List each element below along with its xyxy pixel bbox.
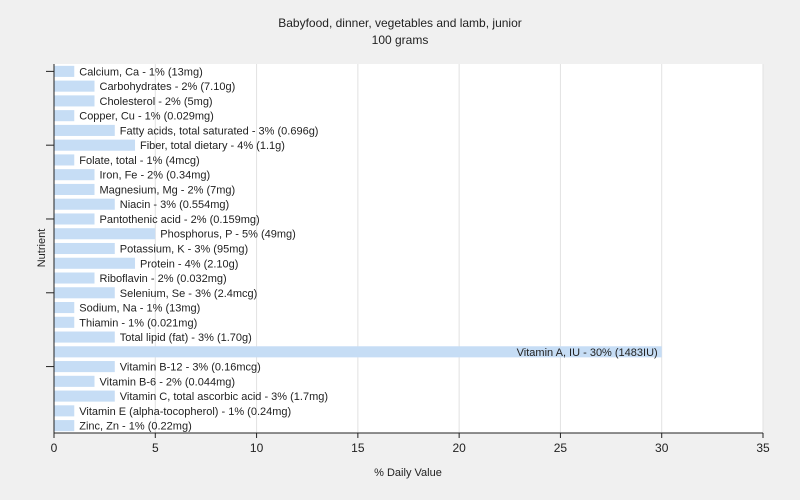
x-tick-label: 10 <box>250 441 264 455</box>
bar-label: Calcium, Ca - 1% (13mg) <box>79 66 202 78</box>
x-tick-label: 20 <box>452 441 466 455</box>
bar-label: Fiber, total dietary - 4% (1.1g) <box>140 140 285 152</box>
bar <box>54 287 115 299</box>
bar-label: Zinc, Zn - 1% (0.22mg) <box>79 421 191 433</box>
bar-label: Cholesterol - 2% (5mg) <box>100 96 213 108</box>
bar-label: Phosphorus, P - 5% (49mg) <box>160 229 296 241</box>
bar-label: Selenium, Se - 3% (2.4mcg) <box>120 288 258 300</box>
bar-label: Iron, Fe - 2% (0.34mg) <box>100 170 211 182</box>
x-axis-label: % Daily Value <box>374 467 442 479</box>
bar-label: Magnesium, Mg - 2% (7mg) <box>100 184 236 196</box>
bar <box>54 139 136 151</box>
bar <box>54 302 75 314</box>
bar-label: Potassium, K - 3% (95mg) <box>120 244 248 256</box>
bar <box>54 95 95 107</box>
bar <box>54 405 75 417</box>
bar-label: Vitamin A, IU - 30% (1483IU) <box>517 347 658 359</box>
grid-layer <box>54 64 764 433</box>
bar-label: Pantothenic acid - 2% (0.159mg) <box>100 214 260 226</box>
x-tick-label: 15 <box>351 441 365 455</box>
bar <box>54 257 136 269</box>
plot-area <box>54 64 763 433</box>
bar-label: Vitamin B-12 - 3% (0.16mcg) <box>120 362 261 374</box>
x-tick-label: 30 <box>655 441 669 455</box>
bar <box>54 228 156 240</box>
bar-label: Thiamin - 1% (0.021mg) <box>79 317 197 329</box>
bar <box>54 420 75 432</box>
x-tick-label: 0 <box>51 441 58 455</box>
bar <box>54 154 75 166</box>
bar-layer: Calcium, Ca - 1% (13mg) Carbohydrates - 2… <box>54 65 662 433</box>
bar <box>54 80 95 92</box>
bar <box>54 198 115 210</box>
bar-label: Carbohydrates - 2% (7.10g) <box>100 81 236 93</box>
bar <box>54 110 75 122</box>
chart-subtitle: 100 grams <box>371 33 429 47</box>
bar-label: Riboflavin - 2% (0.032mg) <box>100 273 227 285</box>
y-axis-label: Nutrient <box>36 229 48 268</box>
bar <box>54 169 95 181</box>
bar-label: Vitamin E (alpha-tocopherol) - 1% (0.24m… <box>79 406 291 418</box>
bar <box>54 361 115 373</box>
axis-layer: 0 5 10 15 20 25 30 35 <box>46 64 770 455</box>
bar <box>54 272 95 284</box>
bar <box>54 242 115 255</box>
bar <box>54 316 75 328</box>
bar <box>54 213 95 225</box>
bar-label: Folate, total - 1% (4mcg) <box>79 155 199 167</box>
x-tick-label: 35 <box>756 441 770 455</box>
bar-label: Niacin - 3% (0.554mg) <box>120 199 229 211</box>
bar-label: Copper, Cu - 1% (0.029mg) <box>79 111 214 123</box>
bar <box>54 346 662 358</box>
bar <box>54 375 95 387</box>
x-tick-label: 5 <box>152 441 159 455</box>
bar-label: Sodium, Na - 1% (13mg) <box>79 303 200 315</box>
x-tick-label: 25 <box>554 441 568 455</box>
bar-label: Vitamin C, total ascorbic acid - 3% (1.7… <box>120 391 328 403</box>
bar-label: Protein - 4% (2.10g) <box>140 258 238 270</box>
bar-label: Total lipid (fat) - 3% (1.70g) <box>120 332 252 344</box>
bar <box>54 124 115 136</box>
chart-title: Babyfood, dinner, vegetables and lamb, j… <box>278 16 522 30</box>
bar <box>54 390 115 402</box>
bar-label: Vitamin B-6 - 2% (0.044mg) <box>100 376 236 388</box>
bar <box>54 331 115 343</box>
bar-label: Fatty acids, total saturated - 3% (0.696… <box>120 125 319 137</box>
bar <box>54 65 75 77</box>
bar <box>54 183 95 195</box>
